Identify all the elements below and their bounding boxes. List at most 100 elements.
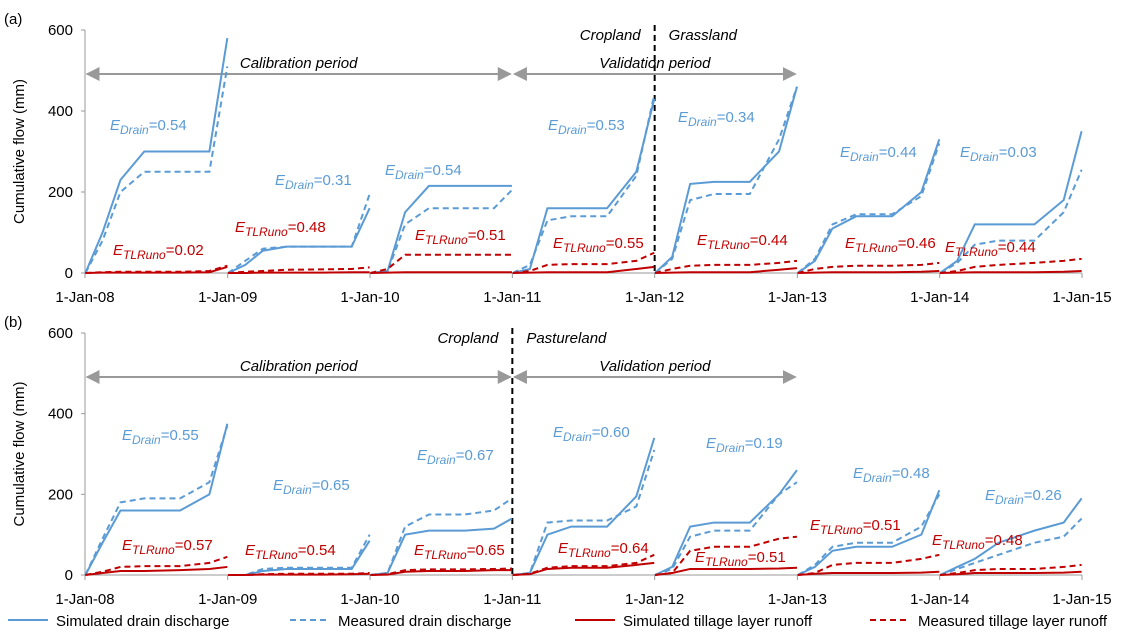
series-line [228,271,370,274]
efficiency-label: ETLRuno=0.64 [558,540,649,560]
series-line [85,555,228,576]
series-line [370,253,512,274]
legend-label: Measured tillage layer runoff [918,613,1108,630]
series-line [512,265,655,274]
efficiency-label: ETLRuno=0.44 [945,239,1036,259]
symbol: E [273,477,284,494]
legend-label: Simulated drain discharge [56,613,229,630]
subscript: Drain [283,483,312,497]
series-line [654,481,798,576]
x-tick-label: 1-Jan-08 [55,289,114,306]
y-tick-label: 200 [48,486,73,503]
symbol: E [932,532,943,549]
value-text: =0.03 [999,144,1037,161]
x-tick-label: 1-Jan-08 [55,591,114,608]
x-tick-label: 1-Jan-12 [625,591,684,608]
period-label: Validation period [599,55,711,72]
series-line [797,553,940,576]
symbol: E [553,424,564,441]
value-text: =0.54 [424,162,462,179]
efficiency-label: ETLRuno=0.51 [415,227,506,247]
series-line [370,517,513,576]
series-line [512,553,655,576]
series-line [370,569,512,576]
series-line [939,497,1083,576]
period-label: Validation period [599,358,711,375]
series-line [84,37,229,274]
symbol: E [415,227,426,244]
series-line [84,423,229,576]
efficiency-label: EDrain=0.54 [110,117,187,137]
efficiency-label: EDrain=0.60 [553,424,630,444]
series-line [797,143,941,274]
series-line [797,570,940,576]
series-line [797,261,940,274]
efficiency-label: ETLRuno=0.65 [414,542,505,562]
y-tick-label: 400 [48,103,73,120]
y-tick-label: 600 [48,325,73,342]
value-text: =0.54 [298,542,336,559]
subscript: Drain [716,441,745,455]
efficiency-label: EDrain=0.54 [385,162,462,182]
value-text: =0.65 [312,477,350,494]
efficiency-label: EDrain=0.31 [275,172,352,192]
efficiency-label: EDrain=0.48 [853,465,930,485]
value-text: =0.55 [161,427,199,444]
series-line [370,184,512,274]
symbol: E [678,109,689,126]
subscript: Drain [395,168,424,182]
subscript: Drain [132,433,161,447]
efficiency-label: ETLRuno=0.46 [845,235,936,255]
value-text: =0.64 [611,540,649,557]
value-text: =0.65 [467,542,505,559]
symbol: E [235,219,246,236]
subscript: TLRuno [568,546,611,560]
value-text: =0.53 [587,117,625,134]
symbol: E [558,540,569,557]
symbol: E [695,549,706,566]
x-tick-label: 1-Jan-13 [768,289,827,306]
x-tick-label: 1-Jan-14 [910,591,969,608]
landuse-before: Cropland [437,330,499,347]
series-line [370,497,513,576]
value-text: =0.31 [314,172,352,189]
symbol: E [414,542,425,559]
series-line [85,565,228,576]
subscript: TLRuno [820,523,863,537]
subscript: Drain [427,453,456,467]
subscript: TLRuno [123,248,166,262]
value-text: =0.48 [288,219,326,236]
subscript: TLRuno [424,548,467,562]
value-text: =0.44 [998,239,1036,256]
y-tick-label: 400 [48,406,73,423]
series-line [512,561,655,576]
series-line [939,169,1083,274]
series-line [85,264,228,274]
value-text: =0.02 [166,242,204,259]
series-line [655,267,798,274]
x-tick-label: 1-Jan-11 [483,289,541,306]
efficiency-label: ETLRuno=0.51 [810,517,901,537]
symbol: E [845,235,856,252]
efficiency-label: ETLRuno=0.02 [113,242,204,262]
series-line [654,259,798,274]
y-tick-label: 0 [65,265,73,282]
x-tick-label: 1-Jan-13 [768,591,827,608]
efficiency-label: ETLRuno=0.44 [697,232,788,252]
legend-label: Simulated tillage layer runoff [623,613,813,630]
series-line [85,265,228,274]
value-text: =0.48 [985,532,1023,549]
value-text: =0.55 [606,235,644,252]
subscript: TLRuno [855,241,898,255]
subscript: Drain [558,123,587,137]
x-tick-label: 1-Jan-09 [198,591,257,608]
subscript: Drain [863,471,892,485]
series-line [370,271,512,274]
series-line [939,563,1082,576]
efficiency-label: EDrain=0.44 [840,144,917,164]
subscript: TLRuno [245,225,288,239]
value-text: =0.44 [879,144,917,161]
symbol: E [385,162,396,179]
x-tick-label: 1-Jan-11 [483,591,541,608]
